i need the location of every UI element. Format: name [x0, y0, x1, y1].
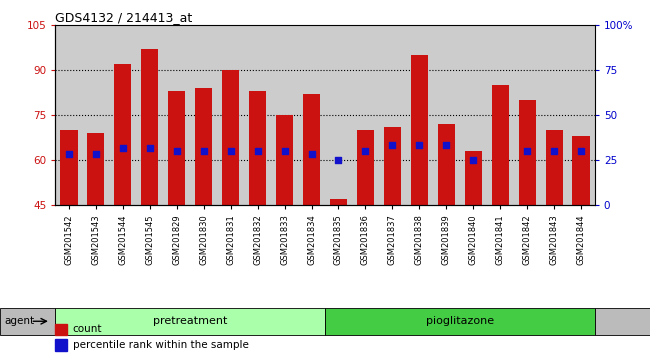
Bar — [330, 199, 347, 205]
Bar — [168, 91, 185, 205]
Point — [495, 248, 506, 253]
Bar — [55, 324, 67, 335]
Point — [64, 152, 74, 157]
Point — [118, 145, 128, 151]
Bar — [384, 127, 401, 205]
Bar — [519, 100, 536, 205]
Point — [360, 148, 370, 154]
Bar — [357, 130, 374, 205]
Text: GDS4132 / 214413_at: GDS4132 / 214413_at — [55, 11, 192, 24]
Bar — [465, 151, 482, 205]
Point — [144, 145, 155, 151]
Bar — [573, 136, 590, 205]
Point — [90, 152, 101, 157]
Point — [172, 148, 182, 154]
Point — [333, 157, 344, 163]
Point — [468, 157, 478, 163]
Text: pioglitazone: pioglitazone — [426, 316, 494, 326]
Bar — [437, 124, 455, 205]
Text: agent: agent — [5, 316, 34, 326]
Bar — [55, 339, 67, 350]
Bar — [222, 70, 239, 205]
Point — [280, 148, 290, 154]
Point — [549, 148, 560, 154]
Bar — [195, 88, 213, 205]
Bar — [60, 130, 77, 205]
Bar — [114, 64, 131, 205]
Point — [441, 142, 452, 148]
Point — [252, 148, 263, 154]
Bar — [87, 133, 105, 205]
Point — [387, 142, 398, 148]
Bar — [276, 115, 293, 205]
Bar — [303, 94, 320, 205]
Bar — [411, 55, 428, 205]
Bar — [491, 85, 509, 205]
Bar — [545, 130, 563, 205]
Bar — [141, 49, 159, 205]
Point — [198, 148, 209, 154]
Text: percentile rank within the sample: percentile rank within the sample — [73, 340, 249, 350]
Bar — [249, 91, 266, 205]
Point — [576, 148, 586, 154]
Point — [306, 152, 317, 157]
Text: count: count — [73, 324, 102, 334]
Point — [226, 148, 236, 154]
Text: pretreatment: pretreatment — [153, 316, 228, 326]
Point — [414, 142, 424, 148]
Point — [522, 148, 532, 154]
